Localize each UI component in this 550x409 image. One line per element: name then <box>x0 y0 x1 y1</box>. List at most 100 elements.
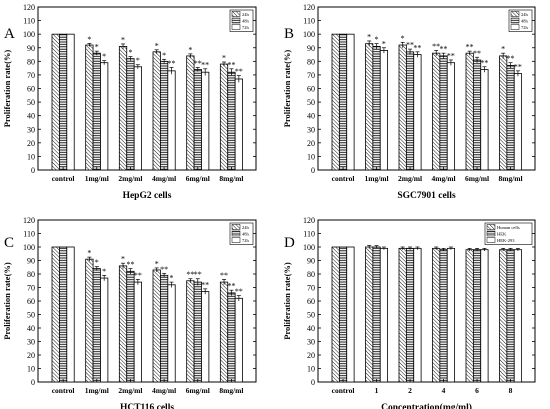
chart-panel-d: 0 10 20 30 40 50 60 70 80 90 100 110 120 Proliferatio… <box>282 216 536 409</box>
x-tick-label: 4mg/ml <box>152 386 176 395</box>
y-tick-label: 120 <box>23 216 35 225</box>
legend-label: Human cells <box>497 225 520 230</box>
bar-24h <box>152 51 161 171</box>
bar-72h <box>201 291 210 383</box>
significance-mark: ** <box>186 270 194 279</box>
bar-human-cells <box>398 247 407 383</box>
bar-human-cells <box>499 249 508 383</box>
y-tick-label: 30 <box>27 338 35 347</box>
significance-mark: * <box>375 35 379 44</box>
y-tick-label: 70 <box>27 71 35 80</box>
significance-mark: * <box>121 255 125 264</box>
x-tick-label: 6mg/ml <box>186 174 210 183</box>
x-axis-label: SGC7901 cells <box>397 191 456 201</box>
y-tick-label: 50 <box>27 98 35 107</box>
panel-letter: C <box>4 235 14 251</box>
x-axis-label: HCT116 cells <box>120 403 174 409</box>
y-tick-label: 80 <box>27 270 35 279</box>
legend-swatch <box>486 230 496 237</box>
significance-mark: * <box>87 35 91 44</box>
legend-box <box>484 222 533 245</box>
y-tick-label: 30 <box>27 125 35 134</box>
x-tick-label: control <box>52 386 75 395</box>
y-tick-label: 100 <box>23 243 35 252</box>
y-tick-label: 120 <box>303 216 315 225</box>
significance-mark: ** <box>480 58 488 67</box>
legend-label: 24h <box>521 12 529 17</box>
bar-24h <box>398 44 407 171</box>
bar-72h <box>234 78 243 171</box>
legend-label: 48h <box>242 19 250 24</box>
y-tick-label: 30 <box>307 125 315 134</box>
bar-72h <box>66 33 75 171</box>
chart-panel-b: 0 10 20 30 40 50 60 70 80 90 100 110 120 Proliferatio… <box>282 3 536 201</box>
significance-mark: * <box>367 32 371 41</box>
significance-mark: ** <box>168 59 176 68</box>
x-tick-label: 8mg/ml <box>219 174 243 183</box>
chart-panel-a: 0 10 20 30 40 50 60 70 80 90 100 110 120 Proliferatio… <box>2 3 257 201</box>
bar-hek-293 <box>446 247 456 383</box>
y-tick-label: 70 <box>307 71 315 80</box>
bar-48h <box>59 246 68 383</box>
x-tick-label: 8mg/ml <box>498 174 522 183</box>
bar-hek-293 <box>413 247 422 383</box>
y-tick-label: 0 <box>31 166 35 175</box>
y-tick-label: 110 <box>303 17 315 26</box>
significance-mark: ** <box>447 51 455 60</box>
bar-24h <box>499 55 508 171</box>
y-tick-label: 0 <box>311 166 315 175</box>
bar-48h <box>92 52 101 171</box>
bar-48h <box>160 60 169 171</box>
y-tick-label: 110 <box>23 230 35 239</box>
y-tick-label: 110 <box>23 17 35 26</box>
significance-mark: * <box>382 39 386 48</box>
bar-72h <box>167 70 176 171</box>
significance-mark: ** <box>406 41 414 50</box>
y-tick-label: 50 <box>307 311 315 320</box>
bar-48h <box>439 55 448 171</box>
bar-24h <box>118 45 128 171</box>
y-tick-label: 20 <box>27 351 35 360</box>
x-tick-label: 8 <box>509 386 513 395</box>
significance-mark: * <box>102 52 106 61</box>
legend-label: 24h <box>242 225 250 230</box>
bar-human-cells <box>432 247 441 383</box>
y-tick-label: 10 <box>27 152 35 161</box>
panel-letter: B <box>284 26 294 42</box>
bar-72h <box>234 297 243 383</box>
significance-mark: * <box>401 34 405 43</box>
bar-24h <box>152 269 161 383</box>
y-tick-label: 40 <box>307 324 315 333</box>
y-tick-label: 40 <box>27 112 35 121</box>
significance-mark: * <box>121 35 125 44</box>
y-axis-label: Proliferation rate(%) <box>2 262 12 340</box>
legend-label: HEK <box>497 232 507 237</box>
x-tick-label: 4 <box>442 386 446 395</box>
significance-mark: ** <box>432 42 440 51</box>
significance-mark: ** <box>466 43 474 52</box>
significance-mark: ** <box>440 45 448 54</box>
x-tick-label: 2mg/ml <box>118 174 142 183</box>
panel-letter: D <box>284 235 295 251</box>
bar-48h <box>405 51 415 171</box>
significance-mark: ** <box>227 60 235 69</box>
x-tick-label: 4mg/ml <box>431 174 455 183</box>
y-axis-label: Proliferation rate(%) <box>282 50 292 128</box>
x-tick-label: 1mg/ml <box>85 386 109 395</box>
bar-72h <box>100 277 109 383</box>
bar-24h <box>186 55 195 171</box>
significance-mark: * <box>155 259 159 268</box>
x-axis-label: HepG2 cells <box>123 191 172 201</box>
x-tick-label: 2mg/ml <box>398 174 422 183</box>
bar-48h <box>338 33 348 171</box>
y-tick-label: 30 <box>307 338 315 347</box>
significance-mark: ** <box>507 54 515 63</box>
legend-label: 48h <box>242 232 250 237</box>
bar-48h <box>193 69 202 171</box>
significance-mark: ** <box>235 287 243 296</box>
bar-24h <box>219 63 229 171</box>
